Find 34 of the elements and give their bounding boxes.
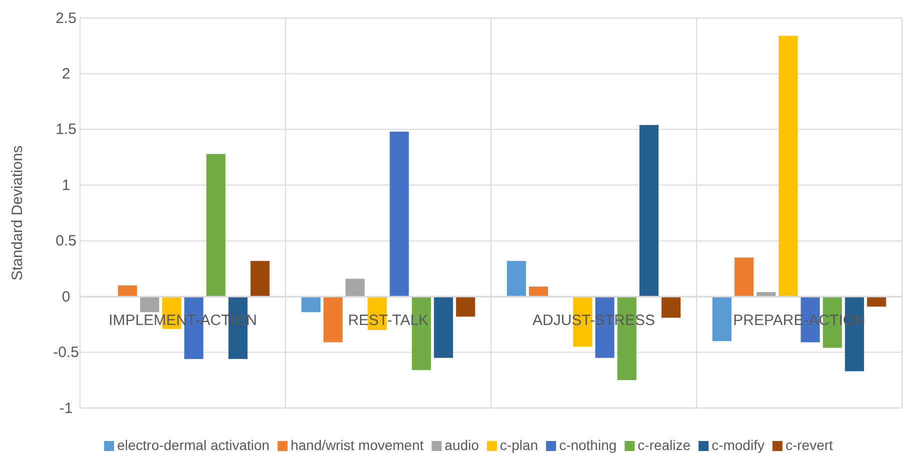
bar <box>712 296 732 342</box>
y-tick-label: 0.5 <box>56 232 76 250</box>
y-tick-label: 1 <box>62 176 70 194</box>
bar <box>346 278 365 297</box>
y-tick-label: 1.5 <box>56 121 76 138</box>
y-tick-label: -1 <box>59 400 73 417</box>
legend-label: c-nothing <box>559 437 617 453</box>
bar <box>506 260 526 297</box>
legend-label: c-modify <box>712 437 764 453</box>
y-tick-label: 2.5 <box>56 10 76 27</box>
y-tick-label: -0.5 <box>53 344 79 362</box>
bar <box>323 296 343 342</box>
legend-label: electro-dermal activation <box>117 437 270 453</box>
bar <box>778 36 798 297</box>
y-tick-label: 2 <box>62 66 70 83</box>
y-axis-title: Standard Deviations <box>9 145 26 281</box>
bar <box>734 258 754 297</box>
legend-label: c-realize <box>638 437 691 453</box>
bar <box>206 154 226 297</box>
bar <box>390 132 409 297</box>
bar <box>434 296 454 358</box>
bar <box>528 286 548 297</box>
legend-label: audio <box>444 437 480 453</box>
legend-label: c-revert <box>785 437 834 453</box>
bar <box>662 296 681 318</box>
bar <box>118 285 138 297</box>
y-tick-label: 0 <box>62 288 70 306</box>
bar <box>456 296 476 317</box>
legend-label: c-plan <box>500 437 538 453</box>
bar <box>639 124 659 297</box>
legend-label: hand/wrist movement <box>290 437 424 453</box>
bar <box>140 296 160 312</box>
bar <box>250 260 270 297</box>
bar <box>301 296 320 312</box>
